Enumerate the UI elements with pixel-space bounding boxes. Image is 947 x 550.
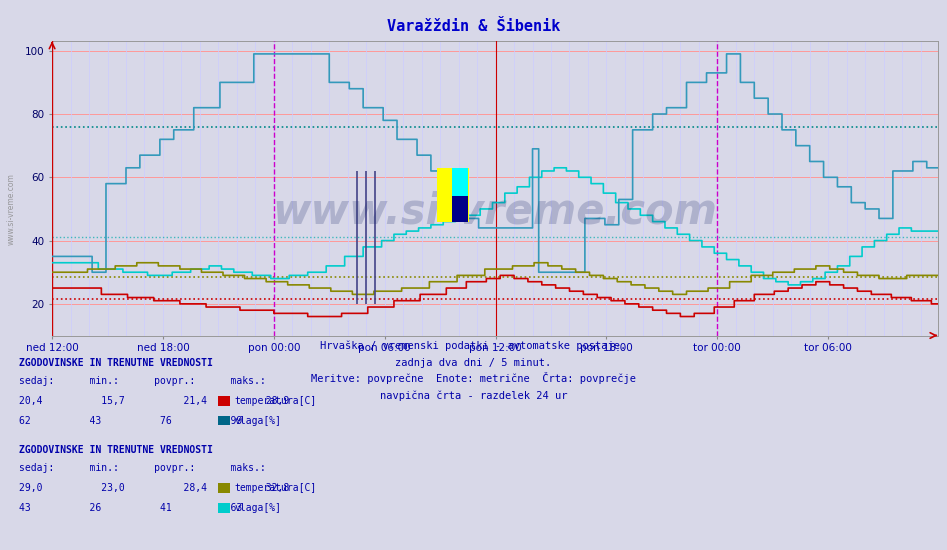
Text: sedaj:      min.:      povpr.:      maks.:: sedaj: min.: povpr.: maks.: <box>19 463 266 474</box>
Text: Meritve: povprečne  Enote: metrične  Črta: povprečje: Meritve: povprečne Enote: metrične Črta:… <box>311 372 636 384</box>
Text: 20,4          15,7          21,4          28,9: 20,4 15,7 21,4 28,9 <box>19 396 289 406</box>
Text: temperatura[C]: temperatura[C] <box>235 483 317 493</box>
Text: navpična črta - razdelek 24 ur: navpična črta - razdelek 24 ur <box>380 390 567 401</box>
Text: ZGODOVINSKE IN TRENUTNE VREDNOSTI: ZGODOVINSKE IN TRENUTNE VREDNOSTI <box>19 445 213 455</box>
Text: temperatura[C]: temperatura[C] <box>235 396 317 406</box>
Text: www.si-vreme.com: www.si-vreme.com <box>7 173 16 245</box>
Bar <box>453 196 468 222</box>
Text: www.si-vreme.com: www.si-vreme.com <box>273 191 717 233</box>
Text: vlaga[%]: vlaga[%] <box>235 503 282 513</box>
Bar <box>438 168 470 222</box>
Text: Varažždin & Šibenik: Varažždin & Šibenik <box>386 19 561 34</box>
Text: sedaj:      min.:      povpr.:      maks.:: sedaj: min.: povpr.: maks.: <box>19 376 266 386</box>
Text: 43          26          41          63: 43 26 41 63 <box>19 503 242 513</box>
Bar <box>453 168 468 222</box>
Text: 29,0          23,0          28,4          32,8: 29,0 23,0 28,4 32,8 <box>19 483 289 493</box>
Text: ZGODOVINSKE IN TRENUTNE VREDNOSTI: ZGODOVINSKE IN TRENUTNE VREDNOSTI <box>19 358 213 368</box>
Text: vlaga[%]: vlaga[%] <box>235 416 282 426</box>
Text: Hrvaška / vremenski podatki - avtomatske postaje.: Hrvaška / vremenski podatki - avtomatske… <box>320 341 627 351</box>
Text: 62          43          76          99: 62 43 76 99 <box>19 416 242 426</box>
Text: zadnja dva dni / 5 minut.: zadnja dva dni / 5 minut. <box>396 358 551 368</box>
